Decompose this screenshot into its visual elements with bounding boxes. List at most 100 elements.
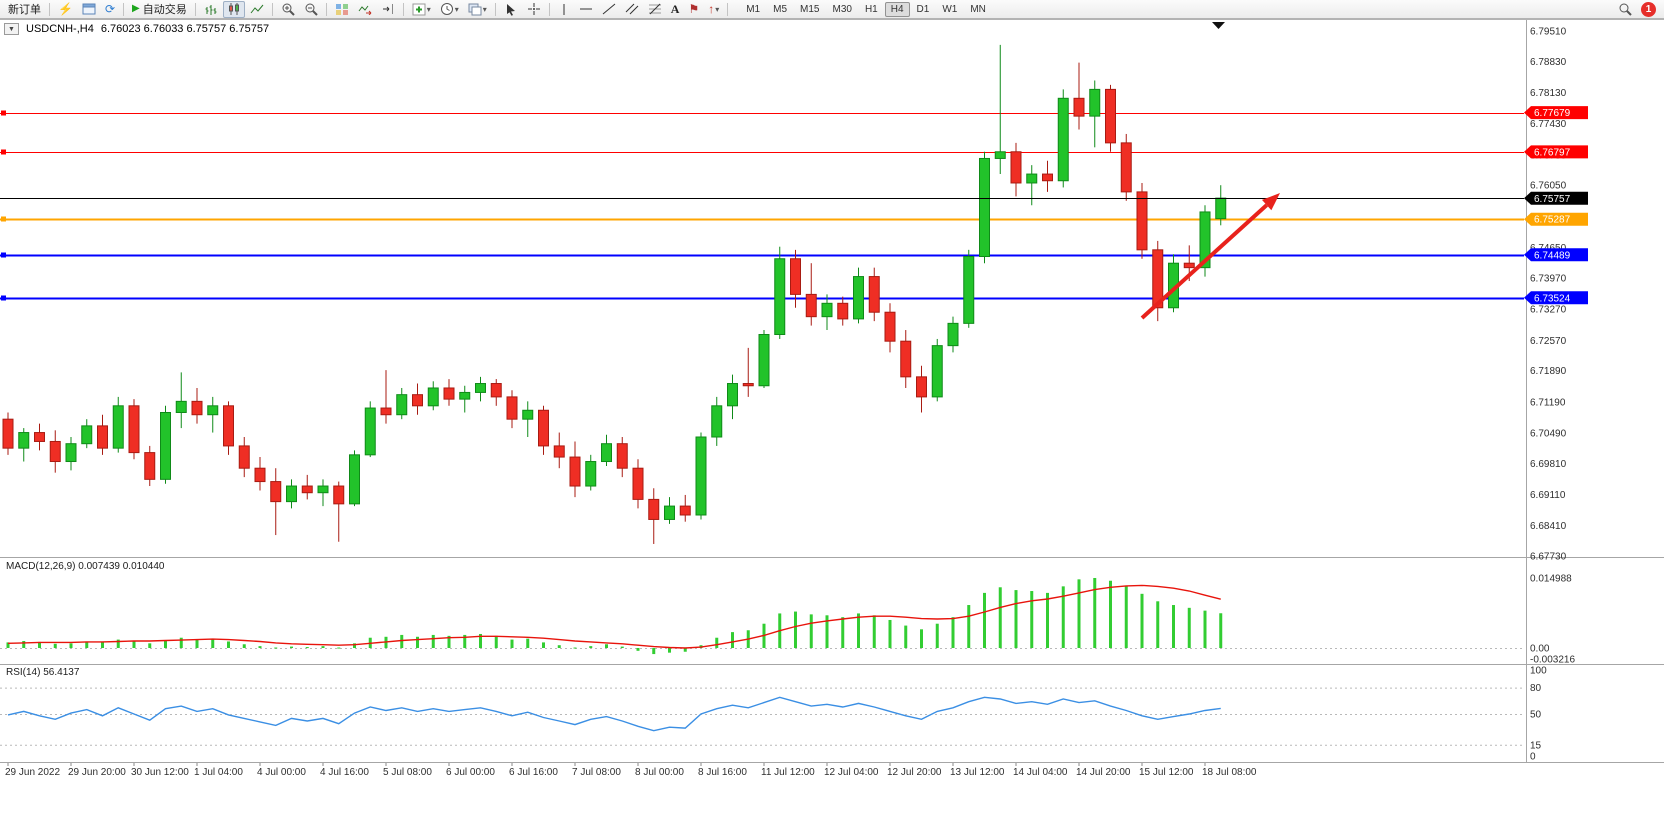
auto-scroll-button[interactable] xyxy=(354,1,376,18)
macd-histogram-bar xyxy=(337,647,341,649)
price-axis-label: 6.67730 xyxy=(1530,552,1567,563)
candle xyxy=(490,383,502,398)
rsi-axis-label: 50 xyxy=(1530,710,1542,721)
hline-handle[interactable] xyxy=(1,216,6,222)
macd-signal-line xyxy=(7,584,1221,649)
chevron-down-icon: ▾ xyxy=(426,4,431,14)
trend-arrow[interactable] xyxy=(1140,203,1269,320)
macd-pane: 0.014988 0.00-0.003216 xyxy=(0,574,1575,666)
channel-icon xyxy=(625,3,639,15)
macd-histogram-bar xyxy=(242,644,246,648)
scroll-to-end-marker[interactable] xyxy=(1212,22,1225,29)
zoom-out-button[interactable] xyxy=(300,1,322,18)
symbol-collapse-button[interactable]: ▼ xyxy=(4,23,19,35)
hline-handle[interactable] xyxy=(1,149,6,155)
time-axis-label: 5 Jul 08:00 xyxy=(383,767,432,778)
cursor-icon xyxy=(506,4,515,16)
hline-handle[interactable] xyxy=(1,295,6,301)
macd-histogram-bar xyxy=(179,637,183,648)
macd-histogram-bar xyxy=(983,592,986,648)
candle xyxy=(1136,191,1148,251)
macd-axis-label: 0.00 xyxy=(1530,644,1550,655)
lightning-icon: ⚡ xyxy=(58,2,73,16)
macd-histogram-bar xyxy=(211,638,215,648)
expert-advisors-button[interactable]: ⚡ xyxy=(54,1,77,18)
timeframe-m5-button[interactable]: M5 xyxy=(773,3,788,15)
macd-histogram-bar xyxy=(510,639,514,648)
chart-shift-button[interactable] xyxy=(377,1,399,18)
new-chart-button[interactable] xyxy=(78,1,100,18)
arrows-button[interactable]: ↑ ▾ xyxy=(704,1,723,18)
timeframe-m30-button[interactable]: M30 xyxy=(832,3,852,15)
zoom-in-button[interactable] xyxy=(277,1,299,18)
candle xyxy=(223,405,234,447)
fibonacci-icon xyxy=(648,3,661,15)
timeframe-m15-button[interactable]: M15 xyxy=(800,3,820,15)
horizontal-line-button[interactable] xyxy=(575,1,597,18)
notification-badge[interactable]: 1 xyxy=(1641,1,1656,17)
macd-histogram-bar xyxy=(1140,593,1144,648)
vertical-line-button[interactable] xyxy=(554,1,574,18)
bar-chart-button[interactable] xyxy=(200,1,222,18)
macd-histogram-bar xyxy=(809,614,813,648)
label-button[interactable]: ⚑ xyxy=(684,1,703,18)
candlestick-icon xyxy=(228,3,239,15)
price-badge-label: 6.75757 xyxy=(1534,194,1571,205)
candle xyxy=(1105,88,1116,144)
timeframe-group: M1 M5 M15 M30 H1 H4 D1 W1 MN xyxy=(740,1,992,17)
hline-handle[interactable] xyxy=(1,252,6,258)
macd-histogram-bar xyxy=(258,646,262,648)
flag-icon: ⚑ xyxy=(688,2,700,16)
candles xyxy=(2,44,1227,544)
macd-histogram-bar xyxy=(353,643,356,648)
price-badge-label: 6.76797 xyxy=(1534,147,1571,158)
timeframe-mn-button[interactable]: MN xyxy=(970,3,986,15)
macd-histogram-bar xyxy=(652,648,656,655)
toolbar-separator xyxy=(325,2,327,16)
macd-histogram-bar xyxy=(1109,580,1112,648)
trendline-button[interactable] xyxy=(598,1,620,18)
macd-histogram-bar xyxy=(494,635,498,648)
time-axis-label: 12 Jul 04:00 xyxy=(824,767,879,778)
templates-button[interactable]: ▾ xyxy=(464,1,491,18)
notification-count: 1 xyxy=(1645,3,1652,15)
candle xyxy=(364,407,376,456)
price-badge-label: 6.75287 xyxy=(1534,215,1571,226)
fibonacci-button[interactable] xyxy=(644,1,666,18)
timeframe-h4-button[interactable]: H4 xyxy=(884,1,910,17)
channel-button[interactable] xyxy=(621,1,643,18)
trend-arrow-head[interactable] xyxy=(1261,193,1280,211)
candle xyxy=(695,436,707,516)
timeframe-d1-button[interactable]: D1 xyxy=(916,3,930,15)
timeframe-w1-button[interactable]: W1 xyxy=(942,3,958,15)
candlestick-chart-button[interactable] xyxy=(222,0,245,18)
autotrading-button[interactable]: ▶ 自动交易 xyxy=(128,1,191,18)
timeframe-h1-button[interactable]: H1 xyxy=(864,3,878,15)
indicators-button[interactable]: ▾ xyxy=(408,1,435,18)
time-axis-label: 15 Jul 12:00 xyxy=(1139,767,1194,778)
price-badge xyxy=(1524,145,1588,159)
tile-windows-button[interactable] xyxy=(331,1,353,18)
macd-histogram-bar xyxy=(825,615,829,648)
cursor-button[interactable] xyxy=(500,1,522,18)
price-axis[interactable]: 6.795106.788306.781306.774306.767306.760… xyxy=(1524,27,1588,563)
candle xyxy=(758,334,770,387)
candle xyxy=(207,405,219,416)
time-axis[interactable]: 29 Jun 2022 29 Jun 20:00 30 Jun 12:00 1 Jul… xyxy=(5,763,1257,778)
search-button[interactable] xyxy=(1614,1,1636,18)
candle xyxy=(601,443,612,463)
text-button[interactable]: A xyxy=(667,1,684,18)
periods-button[interactable]: ▾ xyxy=(436,1,463,18)
candle xyxy=(916,376,927,398)
line-chart-button[interactable] xyxy=(246,1,268,18)
timeframe-m1-button[interactable]: M1 xyxy=(746,3,761,15)
crosshair-button[interactable] xyxy=(523,1,545,18)
refresh-button[interactable]: ⟳ xyxy=(101,1,119,18)
candle xyxy=(790,258,801,295)
new-order-button[interactable]: 新订单 xyxy=(4,1,45,18)
candle xyxy=(1199,211,1211,269)
chart-shift-icon xyxy=(382,4,393,14)
hline-handle[interactable] xyxy=(1,110,6,116)
candle xyxy=(648,498,660,520)
